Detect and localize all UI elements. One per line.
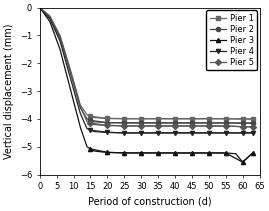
Pier 3 <box>89 148 92 150</box>
Pier 4 <box>224 132 227 134</box>
Pier 2 <box>207 122 210 124</box>
Pier 2 <box>251 122 254 124</box>
Pier 5 <box>224 125 227 127</box>
Pier 4 <box>241 132 244 134</box>
Pier 4 <box>190 132 193 134</box>
Pier 3 <box>251 152 254 154</box>
Pier 5 <box>157 125 160 127</box>
Pier 3 <box>157 152 160 154</box>
Pier 4 <box>140 132 143 134</box>
Pier 2 <box>106 121 109 124</box>
Line: Pier 3: Pier 3 <box>89 147 255 164</box>
X-axis label: Period of construction (d): Period of construction (d) <box>88 197 211 207</box>
Pier 1 <box>157 118 160 120</box>
Pier 4 <box>207 132 210 134</box>
Pier 1 <box>207 118 210 120</box>
Pier 3 <box>140 152 143 154</box>
Y-axis label: Vertical displacement (mm): Vertical displacement (mm) <box>4 23 14 159</box>
Pier 5 <box>251 126 254 128</box>
Pier 4 <box>106 131 109 134</box>
Line: Pier 4: Pier 4 <box>89 128 255 135</box>
Pier 4 <box>123 132 126 134</box>
Pier 3 <box>190 152 193 154</box>
Pier 5 <box>174 125 177 127</box>
Pier 1 <box>123 118 126 120</box>
Pier 4 <box>89 129 92 131</box>
Pier 1 <box>251 118 254 120</box>
Pier 3 <box>207 152 210 154</box>
Pier 5 <box>241 126 244 128</box>
Pier 3 <box>174 152 177 154</box>
Pier 4 <box>157 132 160 134</box>
Pier 5 <box>89 122 92 124</box>
Pier 5 <box>140 125 143 127</box>
Line: Pier 5: Pier 5 <box>89 121 255 129</box>
Line: Pier 2: Pier 2 <box>89 118 255 125</box>
Pier 5 <box>123 125 126 127</box>
Pier 2 <box>241 122 244 124</box>
Pier 5 <box>106 124 109 127</box>
Pier 1 <box>140 118 143 120</box>
Pier 1 <box>224 118 227 120</box>
Line: Pier 1: Pier 1 <box>89 114 255 121</box>
Pier 4 <box>174 132 177 134</box>
Pier 4 <box>251 132 254 134</box>
Pier 3 <box>224 152 227 154</box>
Pier 2 <box>224 122 227 124</box>
Pier 1 <box>241 118 244 120</box>
Pier 1 <box>174 118 177 120</box>
Pier 2 <box>123 122 126 124</box>
Pier 3 <box>241 161 244 163</box>
Pier 1 <box>190 118 193 120</box>
Pier 5 <box>207 125 210 127</box>
Pier 1 <box>89 115 92 118</box>
Pier 2 <box>190 122 193 124</box>
Pier 5 <box>190 125 193 127</box>
Pier 2 <box>89 119 92 122</box>
Pier 2 <box>140 122 143 124</box>
Pier 3 <box>123 152 126 154</box>
Pier 2 <box>174 122 177 124</box>
Pier 2 <box>157 122 160 124</box>
Pier 3 <box>106 151 109 154</box>
Pier 1 <box>106 117 109 120</box>
Legend: Pier 1, Pier 2, Pier 3, Pier 4, Pier 5: Pier 1, Pier 2, Pier 3, Pier 4, Pier 5 <box>206 10 257 70</box>
